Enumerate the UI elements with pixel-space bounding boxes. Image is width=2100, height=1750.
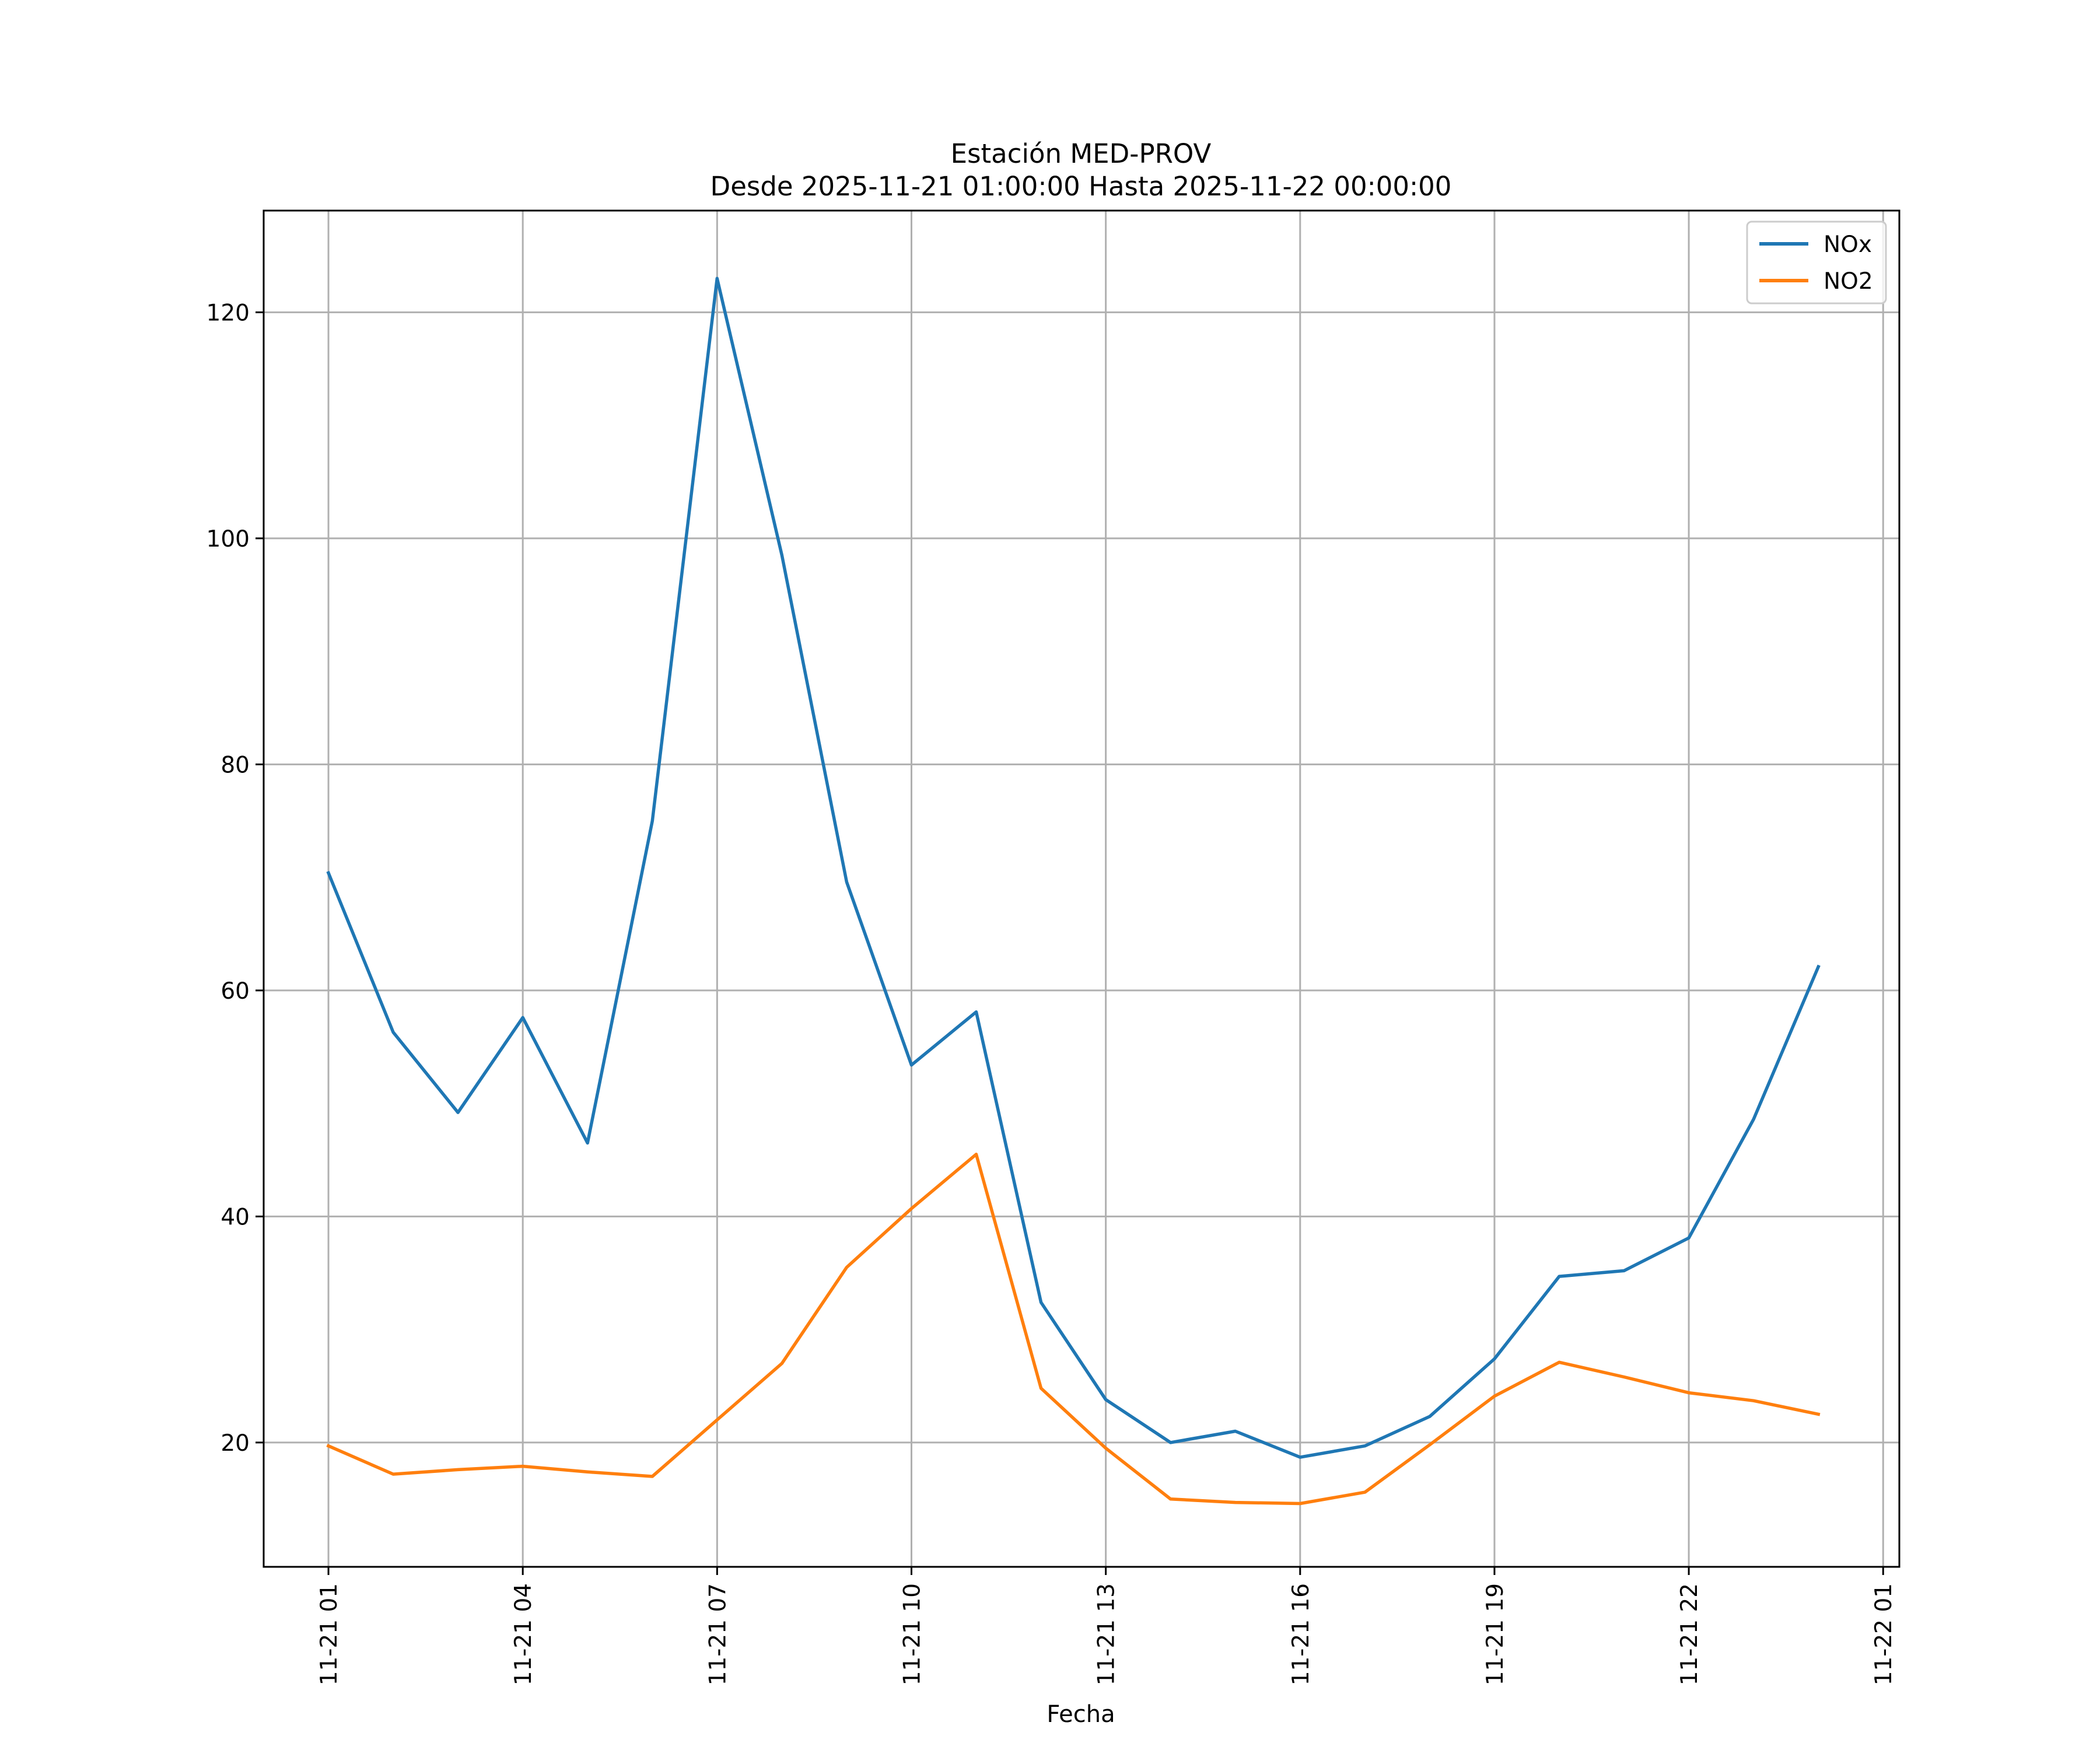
- legend-label-nox: NOx: [1824, 232, 1872, 258]
- series-line-nox: [326, 276, 1821, 1459]
- x-axis-ticks: 11-21 01 11-21 04 11-21 07 11-21 10 11-21 13…: [316, 1567, 1897, 1685]
- x-tick-label: 11-21 19: [1482, 1583, 1508, 1685]
- y-tick-label: 100: [206, 526, 250, 552]
- y-tick-label: 120: [206, 300, 250, 326]
- legend-label-no2: NO2: [1824, 268, 1873, 295]
- plot-frame: [262, 209, 1901, 1568]
- series-line-no2: [326, 1153, 1821, 1506]
- x-tick-label: 11-21 01: [316, 1583, 342, 1685]
- x-tick-label: 11-22 01: [1871, 1583, 1897, 1685]
- x-axis-label: Fecha: [1046, 1701, 1115, 1728]
- x-tick-label: 11-21 07: [705, 1583, 731, 1685]
- x-tick-label: 11-21 13: [1094, 1583, 1120, 1685]
- chart-subtitle: Desde 2025-11-21 01:00:00 Hasta 2025-11-…: [710, 171, 1452, 202]
- chart-title: Estación MED-PROV: [951, 138, 1212, 169]
- y-axis-ticks: 20 40 60 80 100 120: [206, 300, 264, 1457]
- x-tick-label: 11-21 10: [899, 1583, 925, 1685]
- series-lines: [326, 276, 1821, 1506]
- y-tick-label: 60: [220, 978, 250, 1005]
- x-tick-label: 11-21 16: [1288, 1583, 1314, 1685]
- grid-lines: [264, 211, 1899, 1567]
- legend: NOx NO2: [1746, 220, 1887, 304]
- x-tick-label: 11-21 04: [510, 1583, 537, 1685]
- y-tick-label: 20: [220, 1430, 250, 1457]
- y-tick-label: 80: [220, 752, 250, 778]
- x-tick-label: 11-21 22: [1676, 1583, 1703, 1685]
- y-tick-label: 40: [220, 1204, 250, 1230]
